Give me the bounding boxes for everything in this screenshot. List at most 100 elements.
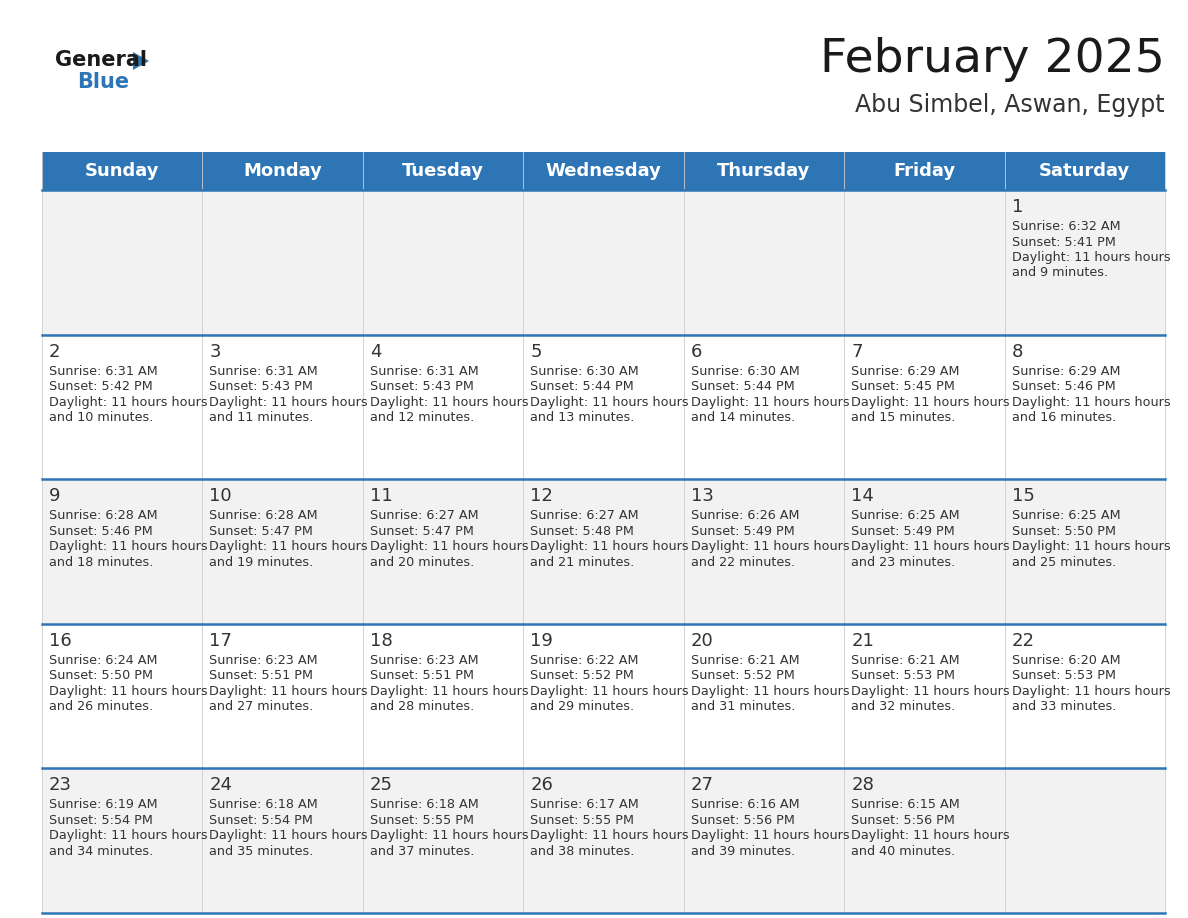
Text: Daylight: 11 hours hours: Daylight: 11 hours hours — [209, 829, 368, 843]
Text: and 29 minutes.: and 29 minutes. — [530, 700, 634, 713]
Text: Sunrise: 6:19 AM: Sunrise: 6:19 AM — [49, 799, 158, 812]
Text: 11: 11 — [369, 487, 392, 505]
Text: Sunset: 5:43 PM: Sunset: 5:43 PM — [209, 380, 314, 393]
Text: Daylight: 11 hours hours: Daylight: 11 hours hours — [530, 540, 689, 554]
Text: Daylight: 11 hours hours: Daylight: 11 hours hours — [1011, 685, 1170, 698]
Text: Sunset: 5:44 PM: Sunset: 5:44 PM — [690, 380, 795, 393]
Text: Daylight: 11 hours hours: Daylight: 11 hours hours — [369, 685, 529, 698]
Text: 12: 12 — [530, 487, 554, 505]
Polygon shape — [133, 52, 148, 70]
Text: Daylight: 11 hours hours: Daylight: 11 hours hours — [1011, 540, 1170, 554]
Text: Sunrise: 6:20 AM: Sunrise: 6:20 AM — [1011, 654, 1120, 666]
Text: Sunset: 5:51 PM: Sunset: 5:51 PM — [209, 669, 314, 682]
Text: Monday: Monday — [244, 162, 322, 180]
Text: Sunrise: 6:30 AM: Sunrise: 6:30 AM — [690, 364, 800, 377]
Text: Sunrise: 6:27 AM: Sunrise: 6:27 AM — [369, 509, 479, 522]
Text: Daylight: 11 hours hours: Daylight: 11 hours hours — [49, 829, 208, 843]
Text: Daylight: 11 hours hours: Daylight: 11 hours hours — [690, 396, 849, 409]
Text: Sunrise: 6:18 AM: Sunrise: 6:18 AM — [369, 799, 479, 812]
Text: Sunset: 5:46 PM: Sunset: 5:46 PM — [1011, 380, 1116, 393]
Text: 25: 25 — [369, 777, 393, 794]
Text: Sunset: 5:52 PM: Sunset: 5:52 PM — [530, 669, 634, 682]
Text: Sunset: 5:53 PM: Sunset: 5:53 PM — [1011, 669, 1116, 682]
Text: Blue: Blue — [77, 72, 129, 92]
Text: Daylight: 11 hours hours: Daylight: 11 hours hours — [49, 396, 208, 409]
Text: Sunset: 5:49 PM: Sunset: 5:49 PM — [690, 525, 795, 538]
Text: Sunrise: 6:25 AM: Sunrise: 6:25 AM — [1011, 509, 1120, 522]
Text: Sunset: 5:44 PM: Sunset: 5:44 PM — [530, 380, 634, 393]
Text: and 21 minutes.: and 21 minutes. — [530, 555, 634, 568]
Text: and 37 minutes.: and 37 minutes. — [369, 845, 474, 858]
Text: Sunrise: 6:29 AM: Sunrise: 6:29 AM — [1011, 364, 1120, 377]
Text: 14: 14 — [851, 487, 874, 505]
Text: and 33 minutes.: and 33 minutes. — [1011, 700, 1116, 713]
Text: Daylight: 11 hours hours: Daylight: 11 hours hours — [369, 829, 529, 843]
Text: 6: 6 — [690, 342, 702, 361]
Text: 22: 22 — [1011, 632, 1035, 650]
Text: Sunrise: 6:32 AM: Sunrise: 6:32 AM — [1011, 220, 1120, 233]
Text: 13: 13 — [690, 487, 714, 505]
Text: and 13 minutes.: and 13 minutes. — [530, 411, 634, 424]
Text: and 26 minutes.: and 26 minutes. — [49, 700, 153, 713]
Text: 23: 23 — [49, 777, 72, 794]
Text: Daylight: 11 hours hours: Daylight: 11 hours hours — [851, 829, 1010, 843]
Text: Daylight: 11 hours hours: Daylight: 11 hours hours — [209, 540, 368, 554]
Text: Sunset: 5:54 PM: Sunset: 5:54 PM — [49, 814, 153, 827]
Text: 19: 19 — [530, 632, 554, 650]
Text: 5: 5 — [530, 342, 542, 361]
Text: Sunrise: 6:31 AM: Sunrise: 6:31 AM — [369, 364, 479, 377]
Text: and 11 minutes.: and 11 minutes. — [209, 411, 314, 424]
Text: Sunrise: 6:25 AM: Sunrise: 6:25 AM — [851, 509, 960, 522]
Text: Sunset: 5:52 PM: Sunset: 5:52 PM — [690, 669, 795, 682]
Text: and 28 minutes.: and 28 minutes. — [369, 700, 474, 713]
Text: Sunrise: 6:18 AM: Sunrise: 6:18 AM — [209, 799, 318, 812]
Text: Daylight: 11 hours hours: Daylight: 11 hours hours — [851, 540, 1010, 554]
Text: and 15 minutes.: and 15 minutes. — [851, 411, 955, 424]
Text: Sunday: Sunday — [86, 162, 159, 180]
Text: and 38 minutes.: and 38 minutes. — [530, 845, 634, 858]
Text: 15: 15 — [1011, 487, 1035, 505]
Text: and 10 minutes.: and 10 minutes. — [49, 411, 153, 424]
Text: General: General — [55, 50, 147, 70]
Text: 16: 16 — [49, 632, 71, 650]
Text: Thursday: Thursday — [718, 162, 810, 180]
Text: Sunrise: 6:23 AM: Sunrise: 6:23 AM — [209, 654, 318, 666]
Bar — [42, 624, 1165, 768]
Text: 3: 3 — [209, 342, 221, 361]
Text: 28: 28 — [851, 777, 874, 794]
Text: Sunset: 5:48 PM: Sunset: 5:48 PM — [530, 525, 634, 538]
Text: Sunset: 5:53 PM: Sunset: 5:53 PM — [851, 669, 955, 682]
Text: Saturday: Saturday — [1040, 162, 1131, 180]
Text: Sunrise: 6:28 AM: Sunrise: 6:28 AM — [49, 509, 158, 522]
Text: Sunrise: 6:26 AM: Sunrise: 6:26 AM — [690, 509, 800, 522]
Text: Sunrise: 6:24 AM: Sunrise: 6:24 AM — [49, 654, 158, 666]
Text: Sunset: 5:42 PM: Sunset: 5:42 PM — [49, 380, 153, 393]
Text: Sunrise: 6:29 AM: Sunrise: 6:29 AM — [851, 364, 960, 377]
Text: and 16 minutes.: and 16 minutes. — [1011, 411, 1116, 424]
Text: 26: 26 — [530, 777, 554, 794]
Text: 7: 7 — [851, 342, 862, 361]
Text: Sunrise: 6:27 AM: Sunrise: 6:27 AM — [530, 509, 639, 522]
Text: Sunrise: 6:23 AM: Sunrise: 6:23 AM — [369, 654, 479, 666]
Text: 18: 18 — [369, 632, 392, 650]
Text: Daylight: 11 hours hours: Daylight: 11 hours hours — [851, 685, 1010, 698]
Text: and 25 minutes.: and 25 minutes. — [1011, 555, 1116, 568]
Text: Daylight: 11 hours hours: Daylight: 11 hours hours — [1011, 396, 1170, 409]
Text: Sunset: 5:46 PM: Sunset: 5:46 PM — [49, 525, 153, 538]
Text: 21: 21 — [851, 632, 874, 650]
Text: Sunset: 5:45 PM: Sunset: 5:45 PM — [851, 380, 955, 393]
Text: Daylight: 11 hours hours: Daylight: 11 hours hours — [369, 540, 529, 554]
Text: and 22 minutes.: and 22 minutes. — [690, 555, 795, 568]
Text: Sunset: 5:47 PM: Sunset: 5:47 PM — [209, 525, 314, 538]
Text: Sunset: 5:55 PM: Sunset: 5:55 PM — [369, 814, 474, 827]
Text: Daylight: 11 hours hours: Daylight: 11 hours hours — [1011, 251, 1170, 264]
Text: Sunset: 5:41 PM: Sunset: 5:41 PM — [1011, 236, 1116, 249]
Text: 20: 20 — [690, 632, 714, 650]
Text: Wednesday: Wednesday — [545, 162, 662, 180]
Text: Sunset: 5:50 PM: Sunset: 5:50 PM — [49, 669, 153, 682]
Text: Sunrise: 6:21 AM: Sunrise: 6:21 AM — [690, 654, 800, 666]
Text: Tuesday: Tuesday — [402, 162, 484, 180]
Bar — [42, 190, 1165, 334]
Text: Sunset: 5:56 PM: Sunset: 5:56 PM — [851, 814, 955, 827]
Text: Sunrise: 6:17 AM: Sunrise: 6:17 AM — [530, 799, 639, 812]
